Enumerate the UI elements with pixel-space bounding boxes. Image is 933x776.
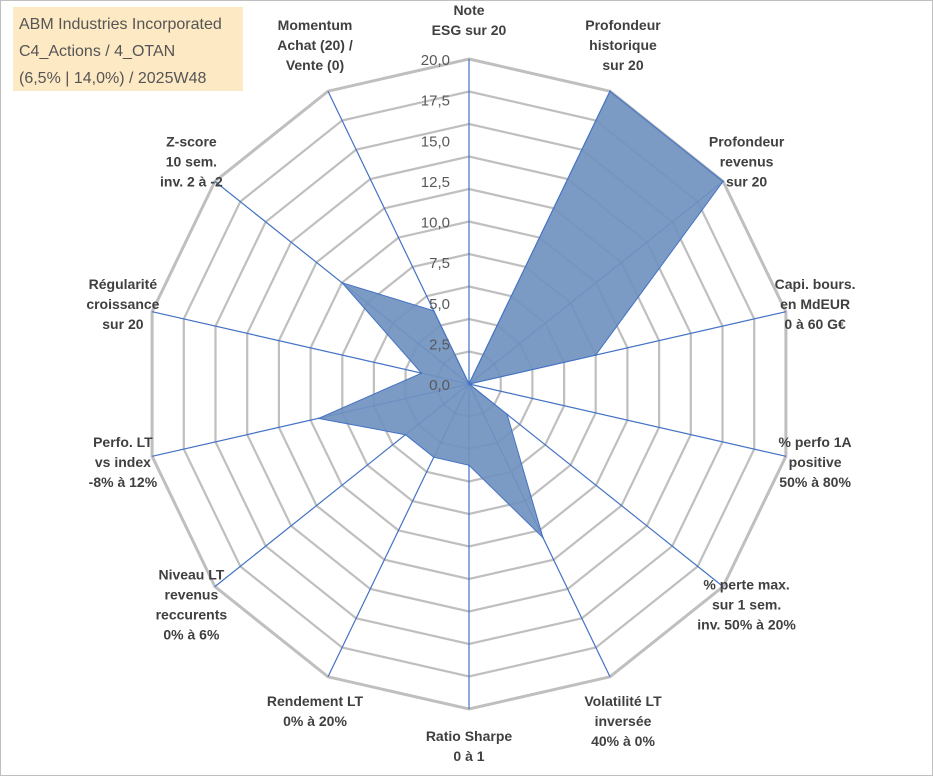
axis-spoke	[468, 383, 787, 457]
category-label: % perte max. sur 1 sem. inv. 50% à 20%	[697, 576, 796, 632]
radial-axis-ticks: 0,0 2,5 5,0 7,5 10,0 12,5 15,0 17,5 20,0	[421, 52, 450, 394]
series-point	[468, 464, 470, 467]
info-period: (6,5% | 14,0%) / 2025W48	[19, 70, 207, 87]
tick-label: 2,5	[429, 336, 450, 353]
category-label: Rendement LT 0% à 20%	[267, 693, 364, 729]
series-point	[609, 90, 611, 92]
radar-series	[316, 90, 724, 540]
series-point	[317, 417, 320, 420]
axis-spoke	[468, 383, 724, 588]
category-label: Profondeur historique sur 20	[585, 17, 661, 73]
tick-label: 0,0	[429, 377, 450, 394]
category-label: Capi. bours. en MdEUR 0 à 60 G€	[775, 276, 856, 332]
series-point	[722, 180, 724, 183]
category-label: Perfo. LT vs index -8% à 12%	[89, 434, 158, 490]
series-point	[404, 433, 407, 436]
series-point	[341, 281, 343, 284]
series-point	[542, 536, 544, 539]
category-label: Régularité croissance sur 20	[86, 276, 159, 332]
series-point	[432, 310, 435, 312]
tick-label: 12,5	[421, 174, 450, 191]
category-labels: Note ESG sur 20 Profondeur historique sur 20…	[86, 2, 855, 764]
category-label: Ratio Sharpe 0 à 1	[426, 728, 513, 764]
info-box: ABM Industries Incorporated C4_Actions /…	[13, 7, 243, 91]
series-point	[420, 372, 423, 375]
category-label: Z-score 10 sem. inv. 2 à -2	[160, 134, 223, 190]
tick-label: 17,5	[421, 93, 450, 110]
tick-label: 5,0	[429, 296, 450, 313]
series-point	[432, 456, 435, 459]
tick-label: 15,0	[421, 133, 450, 150]
axis-spoke	[151, 311, 470, 385]
tick-label: 7,5	[429, 255, 450, 272]
category-label: % perfo 1A positive 50% à 80%	[779, 434, 852, 490]
tick-label: 10,0	[421, 215, 450, 232]
info-category: C4_Actions / 4_OTAN	[19, 43, 176, 60]
series-point	[594, 354, 597, 356]
category-label: Profondeur revenus sur 20	[709, 134, 785, 190]
tick-label: 20,0	[421, 52, 450, 69]
category-label: Note ESG sur 20	[432, 2, 507, 38]
series-point	[506, 413, 508, 416]
category-label: Momentum Achat (20) / Vente (0)	[277, 17, 353, 73]
category-label: Volatilité LT inversée 40% à 0%	[584, 693, 662, 749]
info-company-name: ABM Industries Incorporated	[19, 16, 222, 33]
series-point	[468, 383, 470, 385]
category-label: Niveau LT revenus reccurents 0% à 6%	[156, 566, 228, 642]
series-area	[316, 90, 724, 540]
